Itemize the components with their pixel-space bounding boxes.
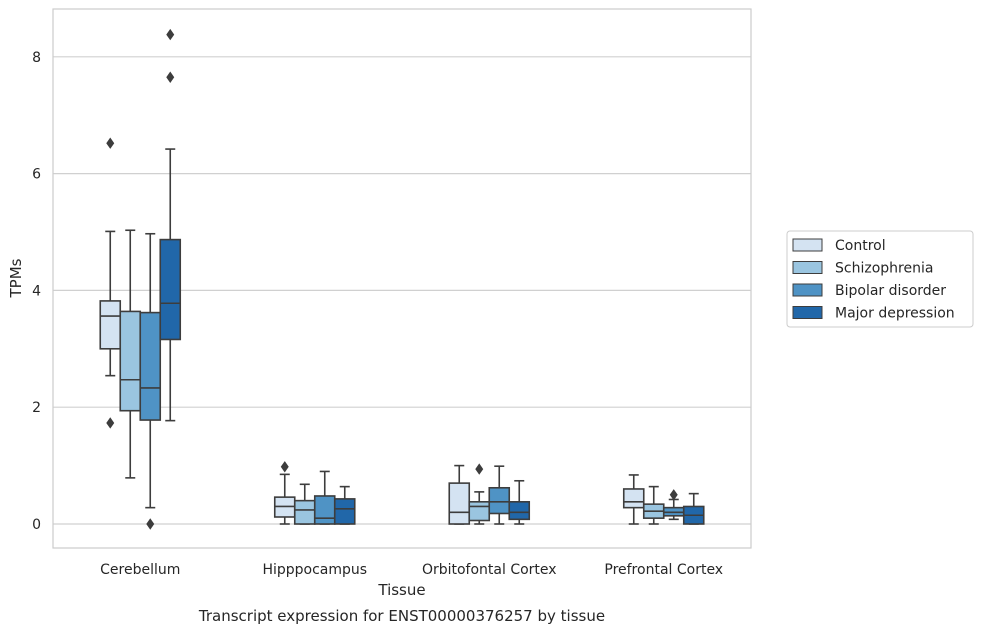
outlier-point bbox=[166, 71, 175, 83]
x-tick-label: Cerebellum bbox=[100, 562, 180, 578]
box-schizophrenia bbox=[642, 485, 665, 525]
box-body bbox=[488, 486, 511, 515]
legend-label: Bipolar disorder bbox=[835, 283, 946, 299]
legend: Control Schizophrenia Bipolar disorder Majo… bbox=[786, 230, 974, 328]
outlier-point bbox=[106, 417, 115, 429]
box-bipolar-disorder bbox=[313, 470, 336, 525]
legend-label: Major depression bbox=[835, 306, 955, 322]
box-body bbox=[468, 501, 491, 522]
legend-label: Schizophrenia bbox=[835, 261, 933, 277]
outlier-point bbox=[475, 463, 484, 475]
box-plot-series bbox=[99, 28, 705, 530]
legend-label: Control bbox=[835, 238, 886, 254]
box-body bbox=[99, 300, 122, 350]
box-control bbox=[622, 474, 645, 525]
box-bipolar-disorder bbox=[139, 232, 162, 530]
x-axis-ticks: Cerebellum Hipppocampus Orbitofontal Corte… bbox=[100, 562, 723, 578]
box-body bbox=[313, 495, 336, 525]
x-tick-label: Prefrontal Cortex bbox=[604, 562, 723, 578]
outlier-point bbox=[106, 137, 115, 149]
x-tick-label: Hipppocampus bbox=[262, 562, 367, 578]
box-major-depression bbox=[333, 485, 356, 525]
box-body bbox=[139, 311, 162, 421]
box-major-depression bbox=[682, 492, 705, 525]
box-body bbox=[622, 488, 645, 509]
legend-swatch bbox=[792, 261, 823, 274]
box-body bbox=[119, 310, 142, 412]
box-body bbox=[159, 238, 182, 341]
y-axis-label: TPMs bbox=[7, 258, 25, 298]
box-bipolar-disorder bbox=[488, 465, 511, 525]
box-body bbox=[293, 499, 316, 525]
y-tick-label: 8 bbox=[32, 50, 41, 66]
box-schizophrenia bbox=[468, 463, 491, 525]
box-body bbox=[333, 498, 356, 525]
plot-frame bbox=[52, 8, 752, 549]
y-tick-label: 0 bbox=[32, 517, 41, 533]
box-bipolar-disorder bbox=[662, 489, 685, 521]
outlier-point bbox=[669, 489, 678, 501]
y-tick-label: 6 bbox=[32, 167, 41, 183]
box-control bbox=[448, 464, 471, 525]
grid-lines bbox=[53, 56, 751, 525]
legend-frame bbox=[786, 230, 974, 328]
box-control bbox=[99, 137, 122, 429]
box-body bbox=[508, 501, 531, 521]
legend-swatch bbox=[792, 238, 823, 252]
box-major-depression bbox=[508, 479, 531, 525]
y-axis-ticks: 0 2 4 6 8 bbox=[32, 50, 41, 533]
y-tick-label: 2 bbox=[32, 400, 41, 416]
box-schizophrenia bbox=[119, 229, 142, 479]
x-tick-label: Orbitofontal Cortex bbox=[422, 562, 557, 578]
chart-caption: Transcript expression for ENST0000037625… bbox=[198, 607, 605, 625]
box-schizophrenia bbox=[293, 483, 316, 525]
outlier-point bbox=[166, 28, 175, 41]
box-control bbox=[273, 461, 296, 525]
outlier-point bbox=[146, 518, 155, 530]
box-body bbox=[448, 482, 471, 525]
x-axis-label: Tissue bbox=[377, 581, 425, 599]
y-tick-label: 4 bbox=[32, 283, 41, 299]
outlier-point bbox=[280, 461, 289, 473]
legend-swatch bbox=[792, 306, 823, 319]
box-major-depression bbox=[159, 28, 182, 422]
legend-swatch bbox=[792, 283, 823, 297]
